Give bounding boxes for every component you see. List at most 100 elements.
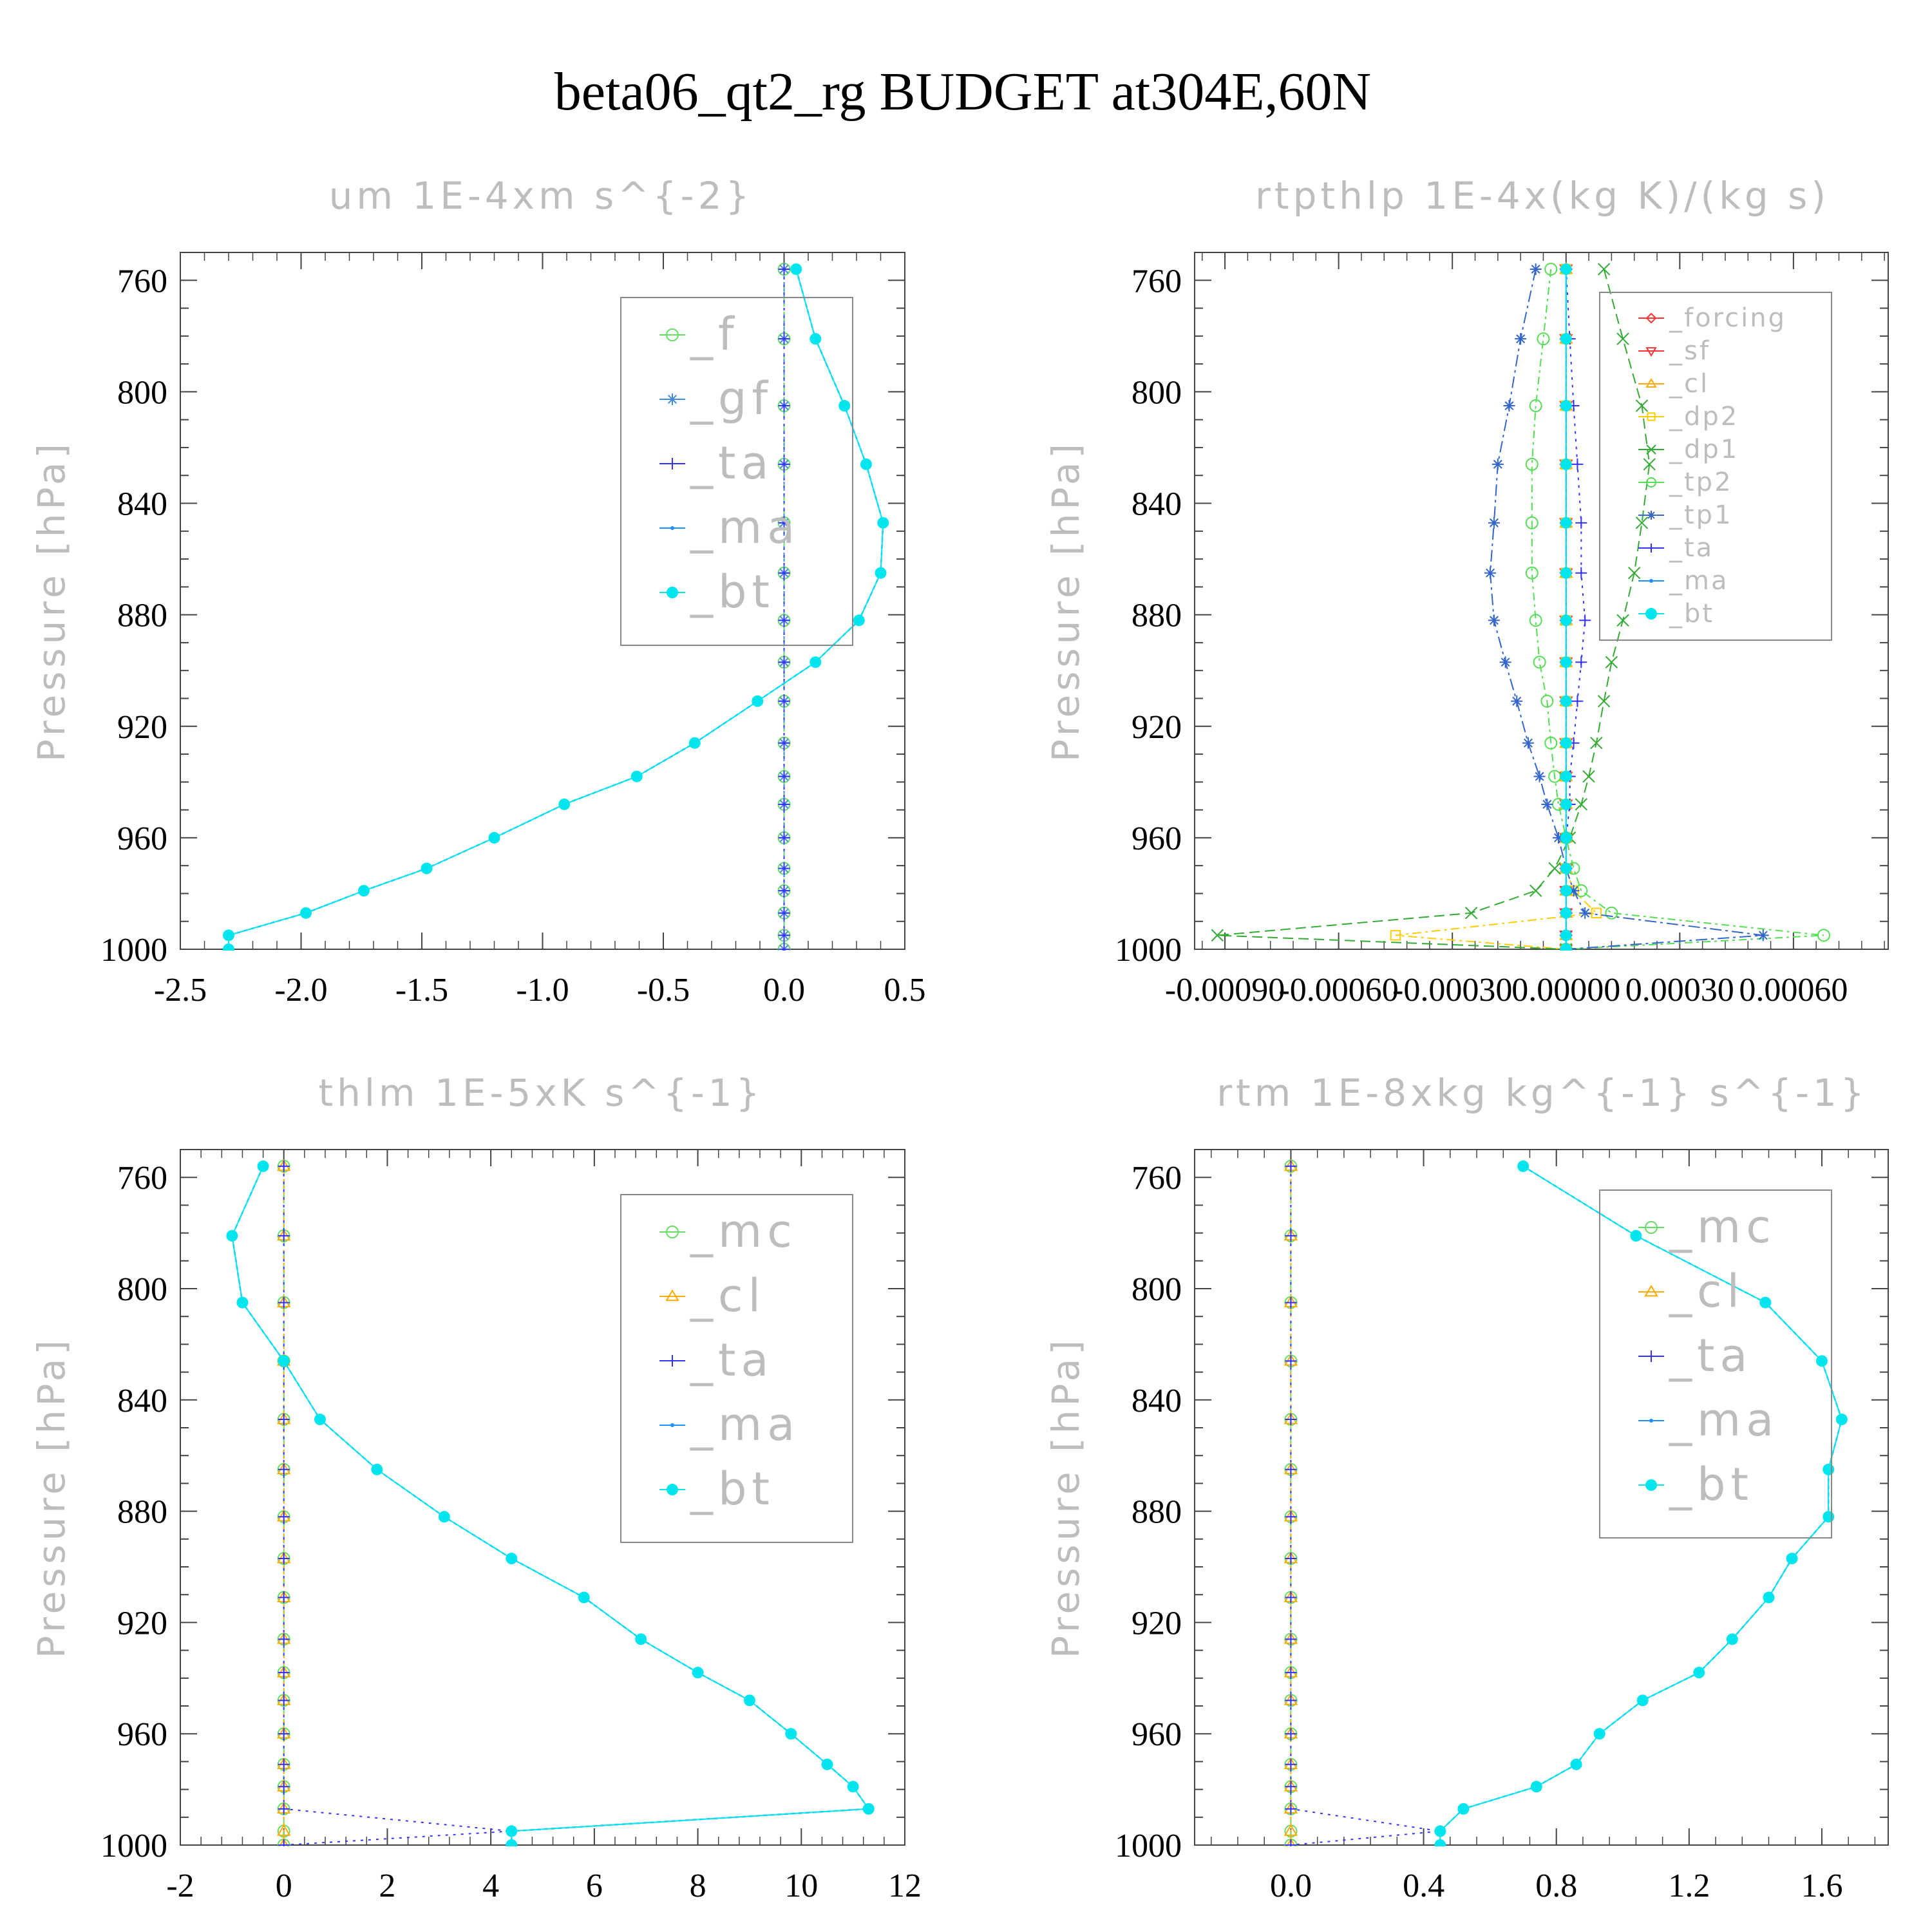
legend-label: _ma — [690, 501, 800, 554]
data-point-ta — [778, 929, 790, 942]
data-point-bt — [688, 737, 701, 749]
data-point-bt — [1630, 1229, 1642, 1242]
plot-frame — [1194, 252, 1889, 950]
data-point-bt — [810, 333, 822, 345]
data-point-bt — [1759, 1296, 1772, 1309]
data-point-ta — [278, 1667, 290, 1679]
data-point-cl — [1283, 1824, 1298, 1836]
data-point-tp1 — [1757, 929, 1769, 942]
x-tick-label: 1.6 — [1801, 1868, 1842, 1904]
x-tick-label: 0.4 — [1403, 1868, 1444, 1904]
data-point-tp2 — [1529, 614, 1542, 627]
data-point-bt — [1560, 333, 1572, 345]
data-point-bt — [421, 862, 433, 875]
panel-title: rtm 1E-8xkg kg^{-1} s^{-1} — [1217, 1071, 1868, 1115]
data-point-ta — [778, 943, 790, 951]
legend-box — [1599, 292, 1832, 641]
data-point-bt — [875, 567, 887, 579]
y-tick-label: 880 — [117, 1494, 167, 1531]
data-point-bt — [358, 885, 370, 897]
y-tick-label: 920 — [1132, 709, 1182, 746]
data-point-dp1 — [1616, 614, 1629, 627]
data-point-bt — [1530, 1781, 1542, 1793]
data-point-bt — [1593, 1728, 1605, 1740]
y-tick-label: 920 — [117, 1605, 167, 1642]
legend-marker — [1647, 544, 1656, 553]
legend-label: _bt — [690, 565, 775, 618]
data-point-ta — [1285, 1160, 1297, 1172]
data-point-bt — [1560, 929, 1572, 942]
series-line-bt — [228, 269, 884, 949]
data-point-ta — [1285, 1296, 1297, 1309]
data-point-dp1 — [1635, 516, 1649, 529]
legend-label: _bt — [690, 1463, 775, 1515]
data-point-tp1 — [1533, 770, 1546, 782]
data-point-dp1 — [1590, 737, 1603, 750]
data-point-tp2 — [1525, 566, 1539, 580]
series-line-dp1 — [1217, 269, 1651, 950]
data-point-bt — [743, 1694, 755, 1707]
plot-frame — [180, 252, 905, 950]
legend-label: _tp1 — [1669, 500, 1733, 530]
data-point-bt — [223, 943, 234, 951]
x-tick-label: -0.00060 — [1278, 972, 1398, 1009]
y-tick-label: 1000 — [100, 1828, 167, 1864]
data-point-bt — [630, 770, 643, 782]
x-tick-label: -0.5 — [637, 972, 690, 1009]
data-point-ta — [778, 567, 790, 579]
legend-label: _cl — [690, 1269, 766, 1322]
data-point-bt — [1823, 1463, 1835, 1475]
data-point-ta — [1571, 695, 1584, 707]
x-tick-label: 0.0 — [1270, 1868, 1312, 1904]
data-point-bt — [1560, 907, 1572, 919]
legend-box — [620, 1194, 853, 1543]
legend-marker — [667, 1484, 678, 1495]
series-line-ma — [1439, 1165, 1843, 1845]
y-tick-label: 800 — [1132, 374, 1182, 411]
data-point-ta — [778, 831, 790, 844]
x-tick-label: -2.0 — [274, 972, 327, 1009]
data-point-bt — [1560, 458, 1572, 470]
data-point-ta — [1285, 1839, 1297, 1846]
series-line-bt — [1439, 1166, 1842, 1845]
data-point-ta — [778, 333, 790, 345]
legend-label: _bt — [1669, 1458, 1754, 1511]
data-point-bt — [785, 1728, 797, 1740]
data-point-bt — [506, 1839, 518, 1846]
legend-label: _f — [690, 308, 739, 361]
data-point-ta — [778, 885, 790, 897]
panel-um: um 1E-4xm s^{-2} Pressure [hPa] 760 800 840 8… — [30, 174, 926, 1009]
data-point-ta — [1285, 1591, 1297, 1604]
legend-marker — [1649, 579, 1653, 583]
data-point-cl — [279, 1838, 289, 1846]
data-point-bt — [1763, 1591, 1775, 1604]
data-point-dp1 — [1605, 656, 1618, 668]
data-point-dp1 — [1616, 332, 1629, 345]
data-point-bt — [847, 1781, 859, 1793]
legend-label: _ma — [1669, 566, 1728, 596]
legend-marker — [1645, 1350, 1657, 1362]
y-tick-label: 960 — [117, 820, 167, 857]
legend-label: _sf — [1669, 336, 1710, 366]
data-point-dp1 — [1635, 399, 1649, 412]
legend-label: _ma — [690, 1398, 800, 1451]
y-tick-label: 840 — [117, 1383, 167, 1419]
x-tick-label: 0.00000 — [1511, 972, 1620, 1009]
data-point-tp2 — [1605, 906, 1618, 920]
data-point-tp1 — [1522, 737, 1534, 749]
data-point-bt — [1560, 862, 1572, 875]
data-point-ta — [278, 1781, 290, 1793]
y-tick-label: 800 — [1132, 1271, 1182, 1308]
data-point-bt — [692, 1667, 704, 1679]
series-line-ta — [1290, 1166, 1441, 1846]
data-point-dp1 — [1643, 458, 1656, 471]
y-tick-label: 760 — [1132, 1160, 1182, 1197]
data-point-ta — [778, 770, 790, 782]
data-point-bt — [1434, 1825, 1446, 1837]
data-point-bt — [1726, 1633, 1738, 1645]
legend-label: _tp2 — [1669, 468, 1733, 497]
data-point-ta — [278, 1160, 290, 1172]
data-point-ta — [278, 1511, 290, 1523]
y-tick-label: 840 — [117, 486, 167, 523]
data-point-tp1 — [1488, 516, 1500, 529]
